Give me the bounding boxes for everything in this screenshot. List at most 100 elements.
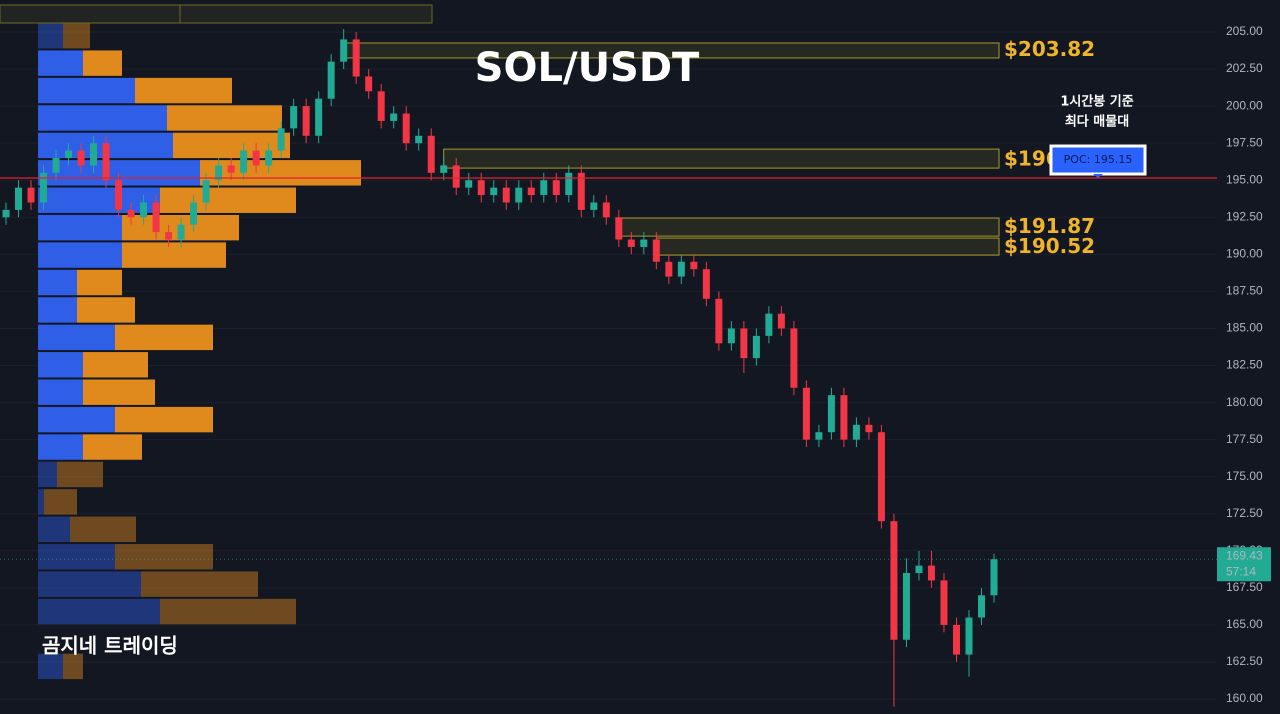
y-tick-label: 182.50 xyxy=(1226,358,1263,372)
profile-buy xyxy=(38,489,44,515)
y-tick-label: 180.00 xyxy=(1226,395,1263,409)
profile-sell xyxy=(167,105,282,131)
profile-buy xyxy=(38,379,83,405)
candle-body xyxy=(340,39,348,62)
price-zones: $203.82$196.44$191.87$190.52 xyxy=(343,37,1095,258)
candle-body xyxy=(2,209,10,218)
profile-sell xyxy=(77,269,122,296)
profile-buy xyxy=(38,324,115,351)
profile-buy xyxy=(38,105,167,131)
candle-body xyxy=(515,187,523,203)
last-price-tag xyxy=(1217,547,1271,582)
candle-body xyxy=(565,172,573,196)
countdown-label: 57:14 xyxy=(1226,564,1256,578)
candle-body xyxy=(552,180,560,196)
profile-buy xyxy=(38,571,141,597)
candle-body xyxy=(977,595,985,618)
y-tick-label: 172.50 xyxy=(1226,506,1263,520)
candle-body xyxy=(15,187,23,210)
profile-buy xyxy=(38,187,160,213)
annotation: 1시간봉 기준 xyxy=(1060,94,1133,110)
candle-body xyxy=(740,328,748,359)
candle-body xyxy=(802,387,810,440)
candle-body xyxy=(152,202,160,233)
grid xyxy=(0,31,1217,700)
candle-body xyxy=(652,239,660,262)
profile-buy xyxy=(38,23,63,49)
y-tick-label: 192.50 xyxy=(1226,209,1263,223)
candle-body xyxy=(627,239,635,247)
zone-label: $203.82 xyxy=(1004,37,1095,61)
y-tick-label: 167.50 xyxy=(1226,580,1263,594)
candle-body xyxy=(840,395,848,440)
y-tick-label: 177.50 xyxy=(1226,432,1263,446)
y-tick-label: 195.00 xyxy=(1226,172,1263,186)
profile-buy xyxy=(38,516,70,543)
profile-sell xyxy=(83,352,148,378)
candle-body xyxy=(52,158,60,173)
candle-body xyxy=(377,91,385,121)
y-tick-label: 197.50 xyxy=(1226,135,1263,149)
poc-frame xyxy=(1049,144,1147,176)
annotation: 최다 매물대 xyxy=(1065,114,1129,130)
profile-buy xyxy=(38,50,83,76)
candle-body xyxy=(165,232,173,240)
profile-buy xyxy=(38,214,122,241)
candle-body xyxy=(677,261,685,277)
profile-sell xyxy=(115,406,213,433)
candle-body xyxy=(752,335,760,359)
candle-body xyxy=(202,180,210,203)
axis-labels: 160.00162.50165.00167.50170.00172.50175.… xyxy=(1217,24,1271,705)
candle-body xyxy=(302,106,310,136)
y-tick-label: 190.00 xyxy=(1226,247,1263,261)
candle-body xyxy=(640,239,648,247)
candle-body xyxy=(540,180,548,196)
profile-sell xyxy=(135,77,232,104)
candle-body xyxy=(815,432,823,440)
zone-box xyxy=(618,217,1000,237)
candle-body xyxy=(940,580,948,625)
profile-buy xyxy=(38,77,135,104)
zone-box xyxy=(443,148,1000,169)
candle-body xyxy=(290,106,298,129)
candle-body xyxy=(790,328,798,388)
profile-sell xyxy=(115,544,213,570)
candle-body xyxy=(40,172,48,203)
candle-body xyxy=(277,128,285,151)
profile-buy xyxy=(38,297,77,323)
profile-sell xyxy=(122,242,226,268)
profile-sell xyxy=(141,571,258,597)
profile-buy xyxy=(38,242,122,268)
profile-sell xyxy=(173,132,290,159)
profile-sell xyxy=(63,23,90,49)
candle-body xyxy=(502,187,510,203)
candle-body xyxy=(390,113,398,121)
candle-body xyxy=(102,143,110,181)
zone-label: $191.87 xyxy=(1004,214,1095,238)
watermark: 곰지네 트레이딩 xyxy=(42,634,178,658)
y-tick-label: 205.00 xyxy=(1226,24,1263,38)
candle-body xyxy=(527,187,535,196)
candle-body xyxy=(590,202,598,210)
candle-body xyxy=(402,113,410,144)
candle-body xyxy=(990,559,998,596)
profile-sell xyxy=(44,489,77,515)
candle-body xyxy=(615,217,623,240)
candle-body xyxy=(127,209,135,218)
zone-label: $190.52 xyxy=(1004,234,1095,258)
candle-body xyxy=(252,150,260,166)
candle-body xyxy=(140,202,148,218)
upper-zone xyxy=(0,4,433,24)
candle-body xyxy=(90,143,98,166)
candle-body xyxy=(315,98,323,136)
candle-body xyxy=(352,39,360,77)
poc-label: POC: 195.15 xyxy=(1064,153,1133,166)
candle-body xyxy=(265,150,273,166)
profile-buy xyxy=(38,434,83,460)
candle-body xyxy=(365,76,373,92)
candle-body xyxy=(827,395,835,433)
profile-buy xyxy=(38,544,115,570)
poc-pointer xyxy=(1093,174,1103,179)
y-tick-label: 187.50 xyxy=(1226,284,1263,298)
